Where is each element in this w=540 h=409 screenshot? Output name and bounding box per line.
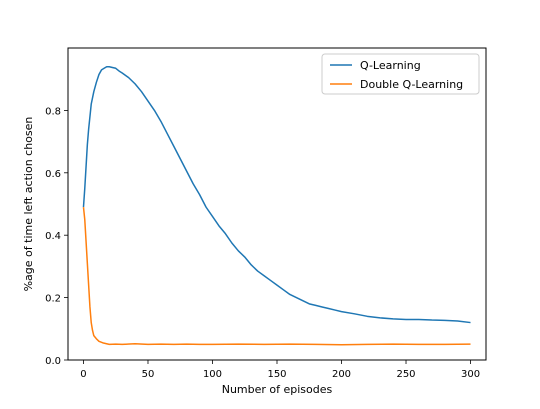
y-tick-label: 0.4 [45,231,61,242]
series-lines [82,65,471,346]
legend-label-double-q-learning: Double Q-Learning [360,78,463,91]
y-tick-label: 0.0 [45,356,61,367]
x-tick-label: 250 [396,369,415,380]
plot-frame [67,47,487,361]
x-tick-label: 100 [203,369,222,380]
y-axis-label: %age of time left action chosen [22,117,35,292]
y-tick-label: 0.2 [45,294,61,305]
series-line-q-learning [82,65,471,324]
y-axis-ticks: 0.0 0.2 0.4 0.6 0.8 [45,106,68,367]
x-tick-label: 0 [80,369,86,380]
x-axis-label: Number of episodes [222,383,333,396]
x-tick-label: 50 [142,369,155,380]
y-tick-label: 0.6 [45,169,61,180]
x-tick-label: 200 [332,369,351,380]
x-tick-label: 300 [461,369,480,380]
y-tick-label: 0.8 [45,106,61,117]
x-axis-ticks: 0 50 100 150 200 250 300 [80,360,480,380]
legend-label-q-learning: Q-Learning [360,59,421,72]
legend-box [321,53,480,95]
plot-area [68,48,486,360]
series-line-double-q-learning [82,207,471,346]
x-tick-label: 150 [267,369,286,380]
legend: Q-Learning Double Q-Learning [321,53,480,95]
